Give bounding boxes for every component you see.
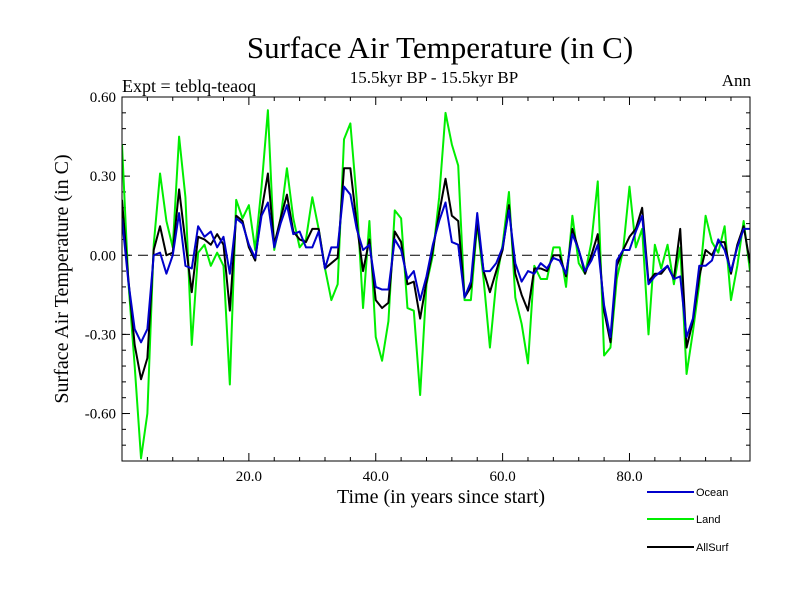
y-tick-label: 0.60: [90, 90, 116, 106]
series-line-allsurf: [122, 167, 750, 381]
y-axis-label: Surface Air Temperature (in C): [51, 154, 73, 403]
legend: Ocean Land AllSurf: [647, 487, 729, 554]
x-tick-label: 60.0: [489, 469, 515, 485]
chart-subtitle: 15.5kyr BP - 15.5kyr BP: [350, 68, 518, 87]
y-tick-label: 0.00: [90, 248, 116, 264]
legend-label-land: Land: [696, 514, 720, 526]
expt-label: Expt = teblq-teaoq: [122, 76, 256, 96]
y-axis-ticks: 0.60 0.30 0.00 -0.30 -0.60: [85, 90, 750, 462]
y-tick-label: 0.30: [90, 169, 116, 185]
legend-label-allsurf: AllSurf: [696, 542, 729, 554]
series-line-ocean: [122, 185, 750, 344]
x-tick-label: 20.0: [236, 469, 262, 485]
legend-label-ocean: Ocean: [696, 487, 728, 499]
x-tick-label: 40.0: [363, 469, 389, 485]
period-label: Ann: [722, 71, 752, 90]
series-line-land: [122, 109, 750, 460]
y-tick-label: -0.30: [85, 327, 116, 343]
x-tick-label: 80.0: [616, 469, 642, 485]
y-tick-label: -0.60: [85, 407, 116, 423]
x-axis-label: Time (in years since start): [337, 486, 545, 508]
plot-frame: [121, 96, 751, 462]
chart-title: Surface Air Temperature (in C): [247, 30, 633, 65]
x-axis-ticks: 20.0 40.0 60.0 80.0: [146, 97, 732, 485]
series-group: [122, 109, 750, 460]
